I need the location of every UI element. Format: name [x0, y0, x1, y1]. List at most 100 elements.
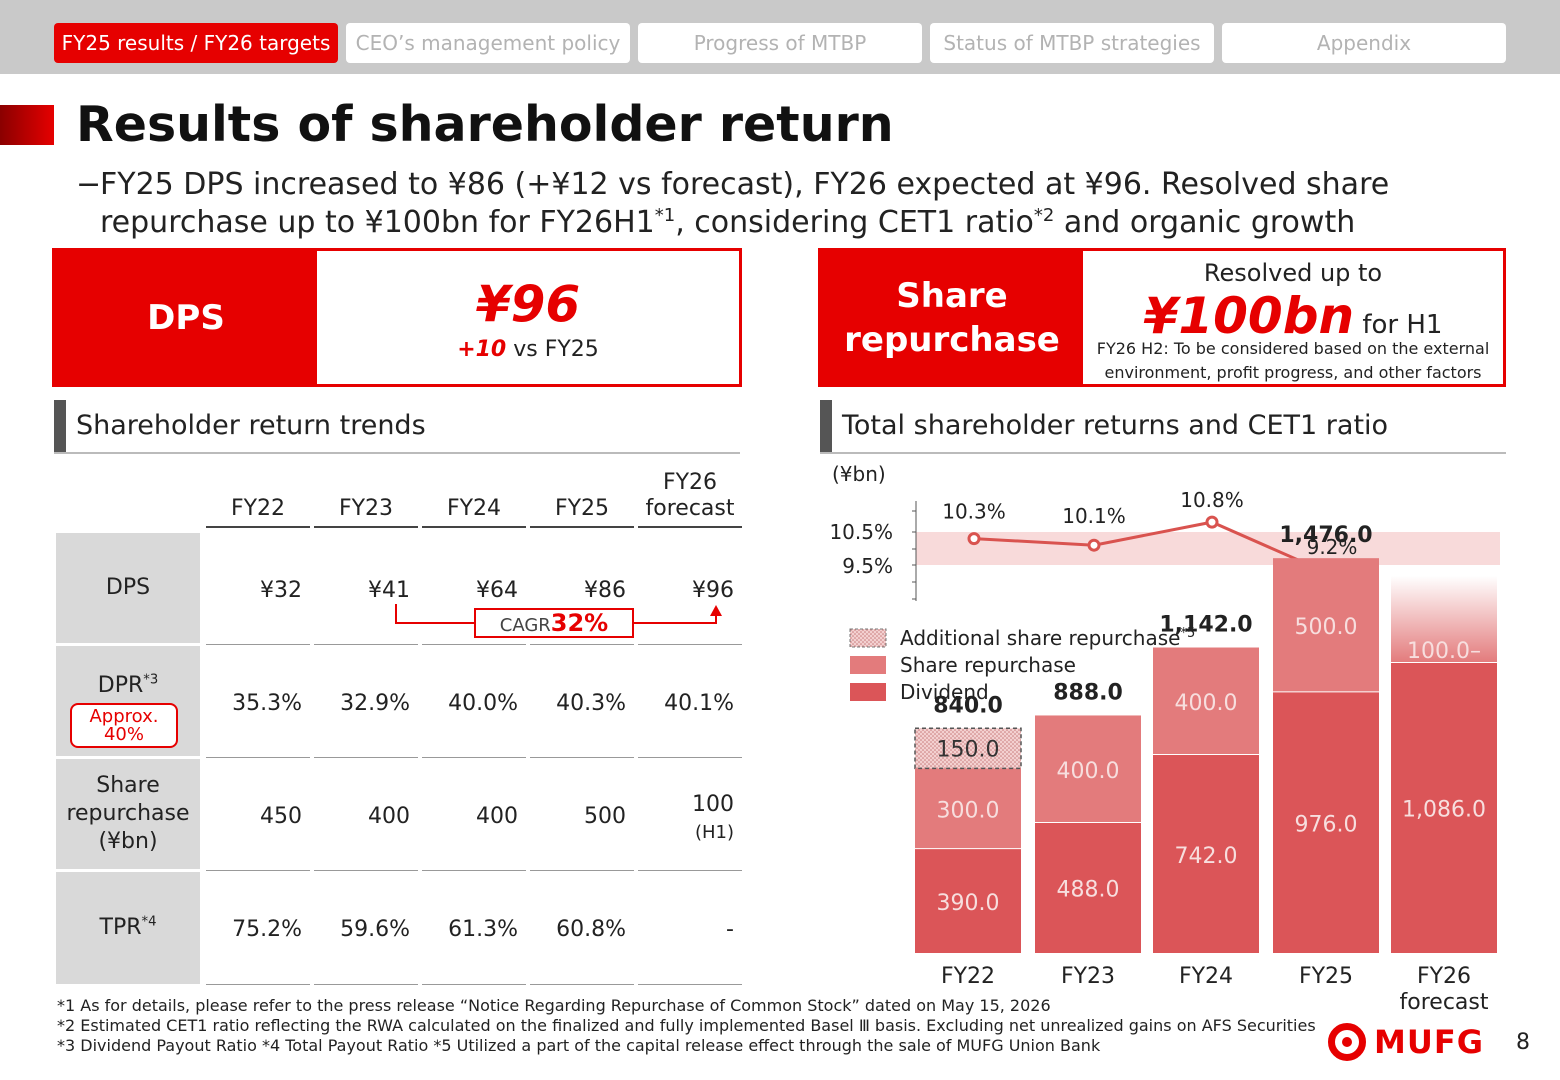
tab-fy25-results[interactable]: FY25 results / FY26 targets [54, 23, 338, 63]
bar-dividend [915, 848, 1021, 953]
tab-status-strategies[interactable]: Status of MTBP strategies [930, 23, 1214, 63]
table-cell: 61.3% [448, 917, 518, 942]
cet1-point-label: 9.2% [1307, 535, 1358, 559]
dps-delta: +10 vs FY25 [457, 337, 599, 362]
row-separator [314, 757, 418, 758]
section-title-trends: Shareholder return trends [76, 410, 426, 441]
x-tick-label: FY22 [941, 964, 995, 989]
table-cell: 400 [368, 804, 410, 829]
row-separator [314, 870, 418, 871]
page-number: 8 [1516, 1030, 1530, 1055]
title-accent-bar [0, 105, 54, 145]
bar-dividend [1035, 822, 1141, 953]
bar-label-dividend: 742.0 [1175, 844, 1238, 869]
tab-progress-mtbp[interactable]: Progress of MTBP [638, 23, 922, 63]
bar-label-share-repurchase: 300.0 [937, 799, 1000, 824]
table-cell: 60.8% [556, 917, 626, 942]
row-separator [422, 757, 526, 758]
chart-legend: Additional share repurchase*5 Share repur… [849, 626, 1195, 704]
bar-share-repurchase [915, 768, 1021, 849]
bar-series: 390.0 300.0 150.0 840.0 488.0 400.0 888.0 742.0… [914, 523, 1497, 953]
row-separator [206, 870, 310, 871]
row-separator [314, 984, 418, 985]
share-repurchase-note: FY26 H2: To be considered based on the e… [1096, 339, 1490, 382]
bar-label-share-repurchase: 400.0 [1057, 759, 1120, 784]
cet1-band-label-lower: 9.5% [842, 554, 893, 578]
table-cell: 40.1% [664, 691, 734, 716]
share-repurchase-value: ¥100bn for H1 [1143, 287, 1443, 345]
section-accent-bar [54, 400, 66, 452]
chart-unit-label: (¥bn) [832, 462, 886, 486]
bar-share-repurchase [1391, 575, 1497, 663]
legend-label: Share repurchase [900, 653, 1076, 677]
bar-total-label: 1,476.0 [1279, 523, 1372, 548]
dps-value: ¥96 [475, 275, 581, 333]
mufg-logo: MUFG [1328, 1022, 1484, 1062]
dps-label: DPS [55, 251, 317, 384]
x-tick-label: FY24 [1179, 964, 1233, 989]
x-tick-label: FY23 [1061, 964, 1115, 989]
footnote-1: *1 As for details, please refer to the p… [57, 996, 1051, 1015]
page-title: Results of shareholder return [76, 96, 894, 153]
cet1-point [1205, 515, 1219, 529]
header-underline [422, 526, 526, 528]
bar-total-label: 1,142.0 [1159, 613, 1252, 638]
table-cell: ¥86 [584, 578, 626, 603]
cet1-line [973, 520, 1333, 577]
footnote-3: *3 Dividend Payout Ratio *4 Total Payout… [57, 1036, 1101, 1055]
bar-label-dividend: 1,086.0 [1402, 798, 1486, 823]
x-tick-label: FY26 [1417, 964, 1471, 989]
cet1-line-chart: 10.5% 9.5% 10.3% 10.1% 10.8% 9.2% [829, 488, 1500, 601]
col-header-fy24: FY24 [446, 496, 502, 521]
row-separator [530, 870, 634, 871]
cet1-point-label: 10.1% [1062, 504, 1126, 528]
bar-additional-share-repurchase [914, 727, 1022, 770]
bar-total-label: 888.0 [1053, 680, 1123, 705]
row-separator [638, 870, 742, 871]
col-header-fy26: FY26 forecast [645, 470, 735, 521]
mufg-logo-mark [1328, 1023, 1366, 1061]
tab-ceo-policy[interactable]: CEO’s management policy [346, 23, 630, 63]
table-cell: ¥96 [692, 578, 734, 603]
subtitle-line2: repurchase up to ¥100bn for FY26H1*1, co… [100, 205, 1356, 240]
row-label-dps: DPS [56, 533, 200, 643]
footnote-2: *2 Estimated CET1 ratio reflecting the R… [57, 1016, 1316, 1035]
row-separator [314, 644, 418, 645]
subtitle-line1: FY25 DPS increased to ¥86 (+¥12 vs forec… [100, 167, 1390, 202]
table-cell: 40.0% [448, 691, 518, 716]
bar-label-dividend: 976.0 [1295, 812, 1358, 837]
cet1-point [1087, 538, 1101, 552]
bar-label-share-repurchase: 500.0 [1295, 615, 1358, 640]
table-cell: 500 [584, 804, 626, 829]
section-header-cet1: Total shareholder returns and CET1 ratio [820, 398, 1506, 454]
bar-label-dividend: 390.0 [937, 891, 1000, 916]
table-cell: 35.3% [232, 691, 302, 716]
bar-label-share-repurchase: 100.0– [1407, 639, 1481, 664]
dps-summary-box: DPS ¥96 +10 vs FY25 [52, 248, 742, 387]
table-cell: ¥41 [368, 578, 410, 603]
bar-share-repurchase [1153, 647, 1259, 755]
share-repurchase-summary-box: Share repurchase Resolved up to ¥100bn fo… [818, 248, 1506, 387]
header-underline [530, 526, 634, 528]
col-header-fy25: FY25 [554, 496, 610, 521]
cet1-band-label-upper: 10.5% [829, 520, 893, 544]
cagr-connector [395, 604, 722, 624]
bar-dividend [1273, 691, 1379, 953]
table-cell: ¥64 [476, 578, 518, 603]
tab-appendix[interactable]: Appendix [1222, 23, 1506, 63]
table-cell: - [726, 917, 734, 942]
bar-label-additional: 150.0 [937, 737, 1000, 762]
shareholder-returns-chart: (¥bn) 10.5% 9.5% 10.3% 10.1% 10.8% 9.2% Addit… [829, 462, 1500, 1015]
mufg-logo-text: MUFG [1374, 1023, 1484, 1061]
bar-label-dividend: 488.0 [1057, 878, 1120, 903]
dpr-approx-badge: Approx. 40% [70, 703, 178, 748]
top-nav-bar: FY25 results / FY26 targets CEO’s manage… [0, 0, 1560, 74]
table-cell-note: (H1) [694, 822, 734, 843]
subtitle-dash: − [76, 167, 102, 202]
bar-label-share-repurchase: 400.0 [1175, 691, 1238, 716]
table-cell: 100 [692, 792, 734, 817]
row-separator [422, 984, 526, 985]
x-tick-label: forecast [1400, 990, 1489, 1015]
table-cell: 40.3% [556, 691, 626, 716]
